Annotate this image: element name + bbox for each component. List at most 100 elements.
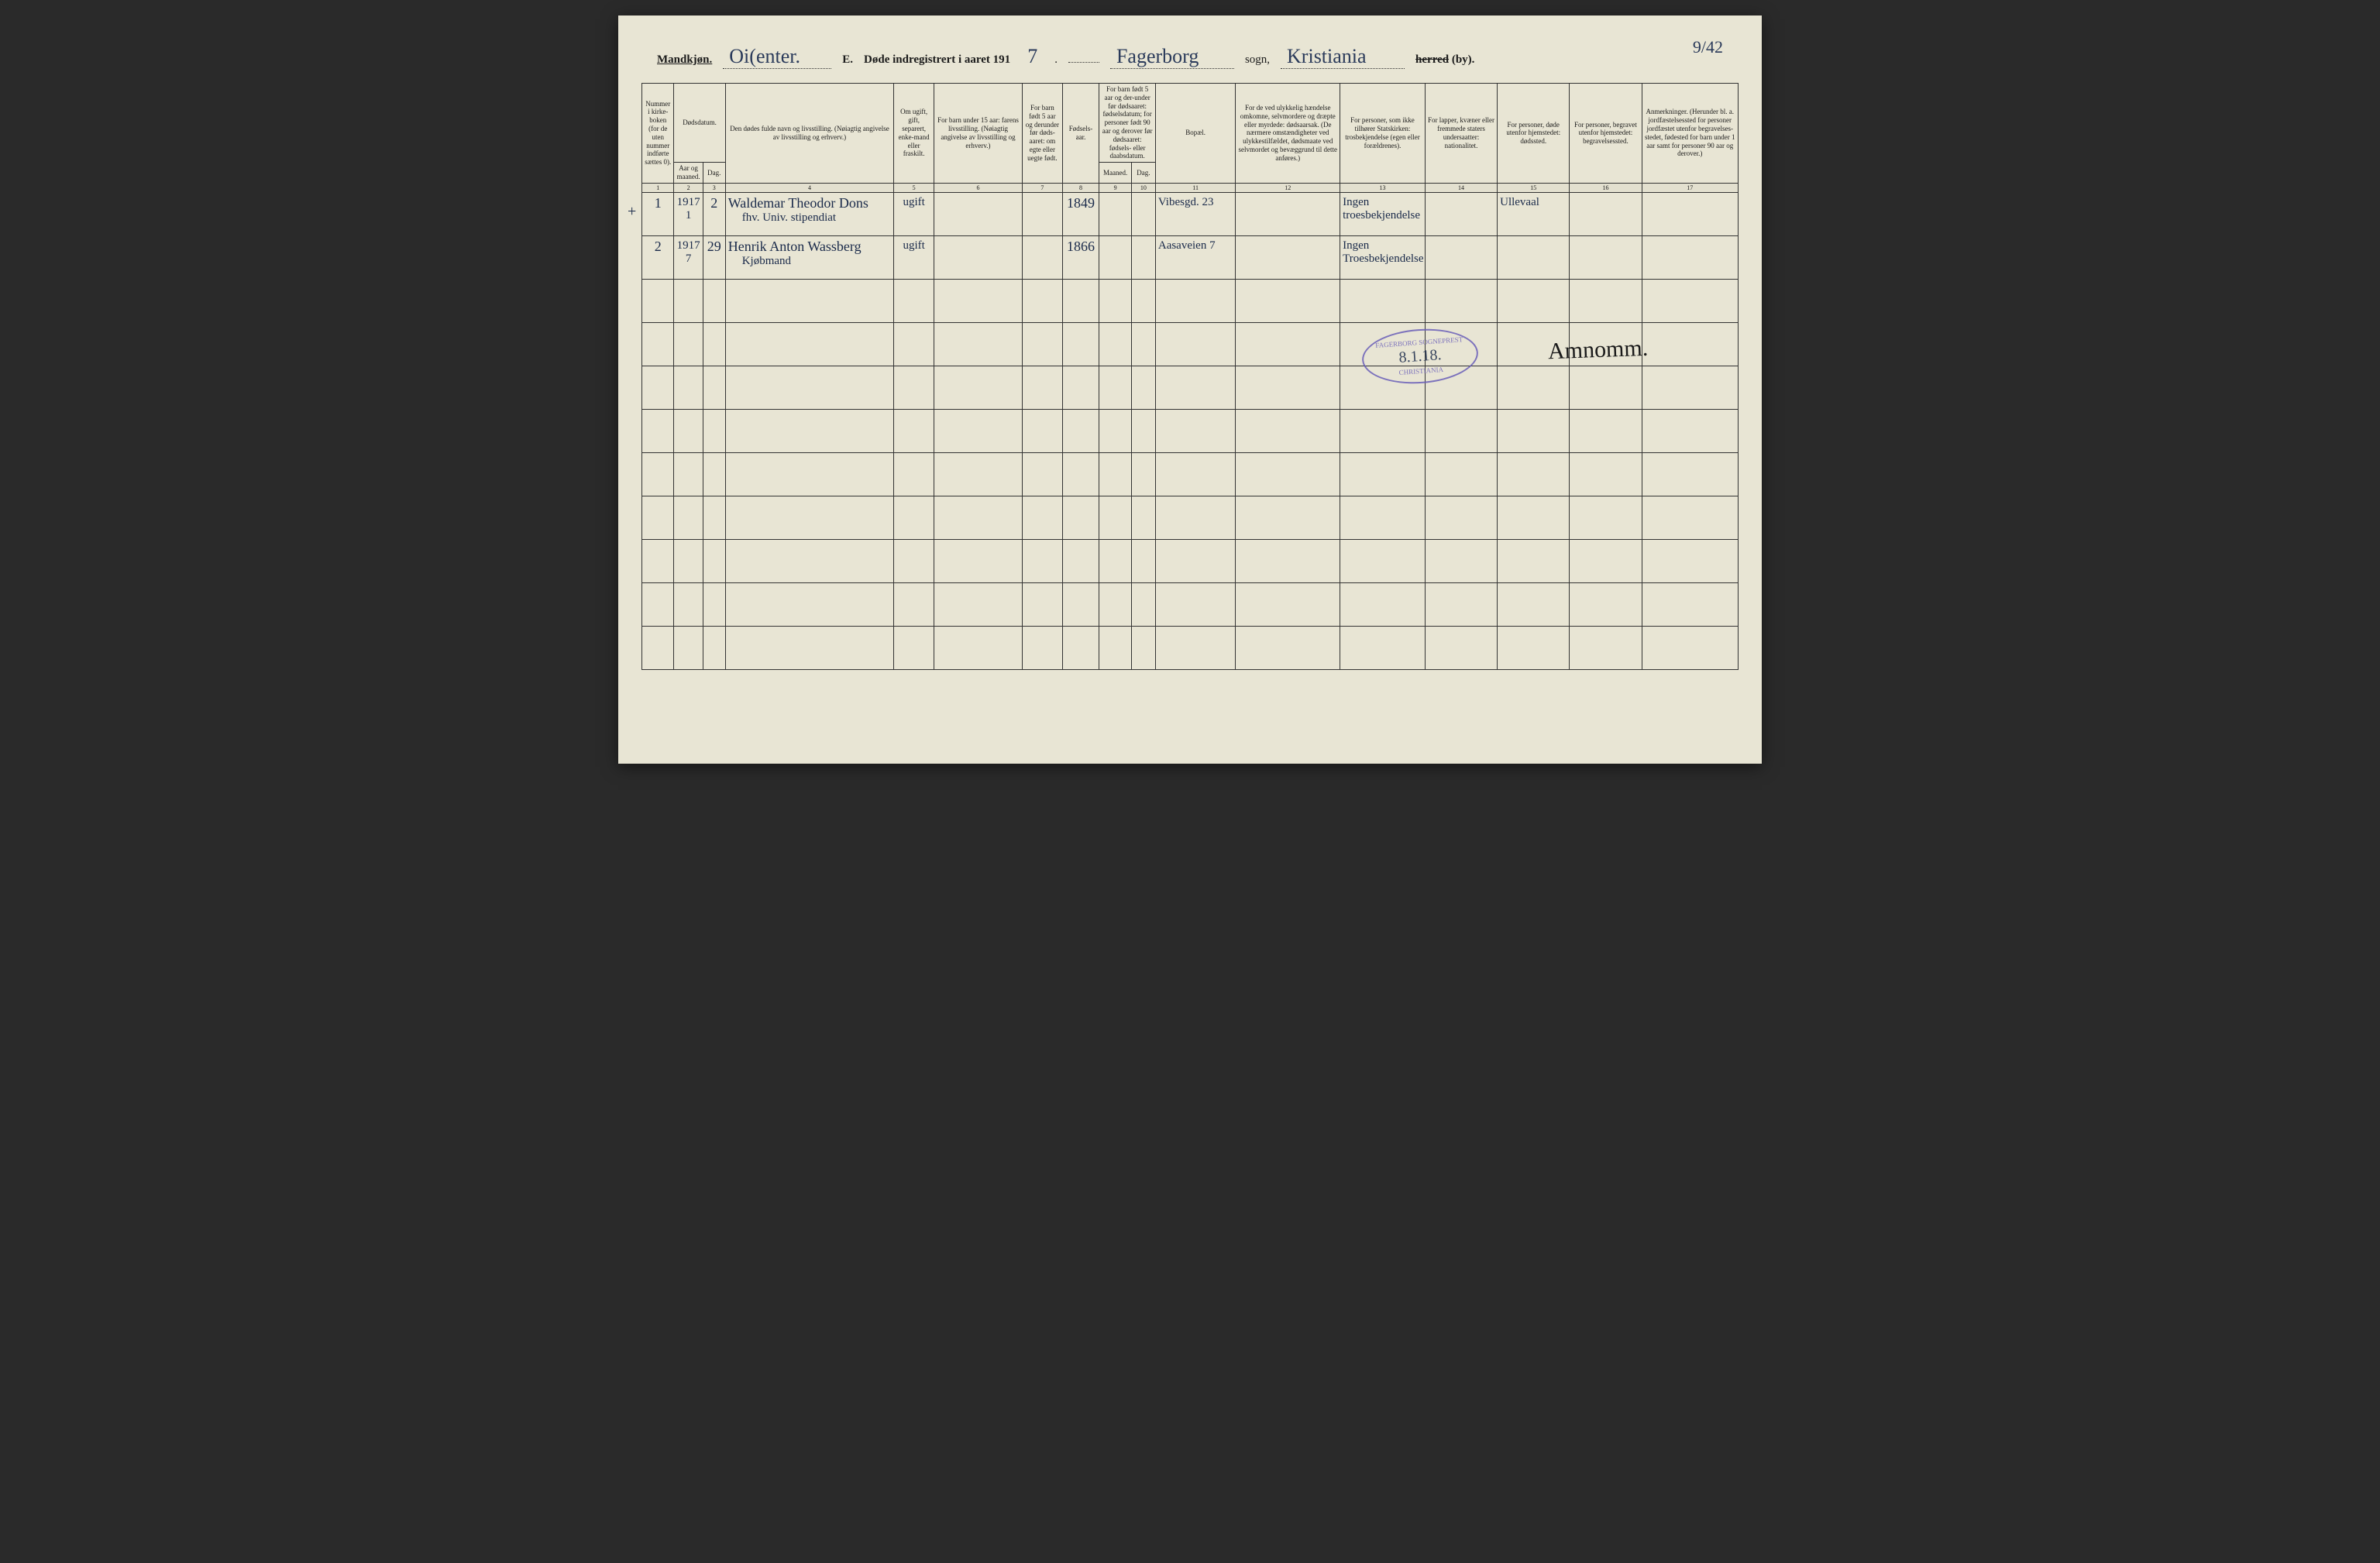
cell — [1099, 409, 1131, 452]
table-row-empty — [642, 452, 1739, 496]
colnum: 16 — [1570, 183, 1642, 192]
cell — [1642, 366, 1738, 409]
cell — [674, 582, 703, 626]
cell — [1155, 496, 1236, 539]
cell — [642, 322, 674, 366]
cell — [1062, 452, 1099, 496]
cell — [703, 322, 725, 366]
cell — [725, 582, 894, 626]
cell — [1570, 279, 1642, 322]
header-line: Mandkjøn. Oi(enter. E. Døde indregistrer… — [657, 45, 1739, 69]
table-row-empty — [642, 409, 1739, 452]
cell — [703, 409, 725, 452]
table-row-empty — [642, 582, 1739, 626]
cell — [1155, 582, 1236, 626]
cell — [1022, 452, 1062, 496]
cell — [1131, 366, 1155, 409]
cell — [1642, 322, 1738, 366]
cell — [1062, 322, 1099, 366]
table-body: 11917 12Waldemar Theodor Donsfhv. Univ. … — [642, 192, 1739, 669]
cell — [1062, 496, 1099, 539]
cell: Vibesgd. 23 — [1155, 192, 1236, 235]
cell — [1099, 626, 1131, 669]
cell — [934, 626, 1023, 669]
cell — [934, 366, 1023, 409]
cell — [1062, 366, 1099, 409]
gender-label: Mandkjøn. — [657, 53, 712, 67]
colnum: 4 — [725, 183, 894, 192]
cell — [1642, 409, 1738, 452]
cell — [1570, 192, 1642, 235]
cell — [1340, 452, 1426, 496]
cell — [1425, 539, 1497, 582]
cell — [1155, 539, 1236, 582]
cell — [642, 626, 674, 669]
cell — [1099, 582, 1131, 626]
title-prefix: Døde indregistrert i aaret 191 — [864, 53, 1010, 67]
col-7-header: For barn født 5 aar og derunder før døds… — [1022, 84, 1062, 184]
cell — [1642, 539, 1738, 582]
cell — [894, 582, 934, 626]
cell — [1155, 366, 1236, 409]
cell — [642, 539, 674, 582]
colnum: 17 — [1642, 183, 1738, 192]
table-row: 11917 12Waldemar Theodor Donsfhv. Univ. … — [642, 192, 1739, 235]
cell — [1155, 452, 1236, 496]
colnum: 15 — [1498, 183, 1570, 192]
cell — [1099, 192, 1131, 235]
cell — [1022, 366, 1062, 409]
parish-name: Fagerborg — [1110, 45, 1234, 69]
cell: 1917 1 — [674, 192, 703, 235]
cell — [1062, 539, 1099, 582]
cell — [1570, 626, 1642, 669]
cell — [1570, 452, 1642, 496]
cell — [703, 279, 725, 322]
table-row-empty — [642, 539, 1739, 582]
cell — [1642, 496, 1738, 539]
cell — [894, 409, 934, 452]
colnum: 8 — [1062, 183, 1099, 192]
cell — [1099, 366, 1131, 409]
cell — [1131, 409, 1155, 452]
cell — [934, 192, 1023, 235]
cell — [674, 539, 703, 582]
cell — [1642, 626, 1738, 669]
cell — [894, 366, 934, 409]
cell — [894, 279, 934, 322]
cell — [1236, 539, 1340, 582]
cell — [725, 626, 894, 669]
cell — [1099, 539, 1131, 582]
cell — [674, 496, 703, 539]
cell — [1099, 235, 1131, 279]
cell — [1131, 322, 1155, 366]
cell — [1340, 539, 1426, 582]
cell — [1340, 409, 1426, 452]
cell — [725, 409, 894, 452]
cell: 1 — [642, 192, 674, 235]
cell — [1022, 582, 1062, 626]
colnum: 1 — [642, 183, 674, 192]
cell — [1570, 409, 1642, 452]
cell — [1498, 235, 1570, 279]
cell — [674, 452, 703, 496]
colnum: 9 — [1099, 183, 1131, 192]
cell — [1236, 626, 1340, 669]
cell — [1099, 452, 1131, 496]
cell — [1642, 582, 1738, 626]
colnum: 7 — [1022, 183, 1062, 192]
cell: Ullevaal — [1498, 192, 1570, 235]
cell — [1022, 235, 1062, 279]
col-6-header: For barn under 15 aar: farens livsstilli… — [934, 84, 1023, 184]
col-8-header: Fødsels-aar. — [1062, 84, 1099, 184]
cell — [725, 539, 894, 582]
cell — [894, 539, 934, 582]
cell — [703, 539, 725, 582]
cell — [1236, 496, 1340, 539]
cell — [703, 496, 725, 539]
cell — [1498, 279, 1570, 322]
cell — [934, 322, 1023, 366]
cell — [674, 279, 703, 322]
cell — [1642, 279, 1738, 322]
margin-mark: + — [628, 203, 636, 221]
cell — [1131, 452, 1155, 496]
